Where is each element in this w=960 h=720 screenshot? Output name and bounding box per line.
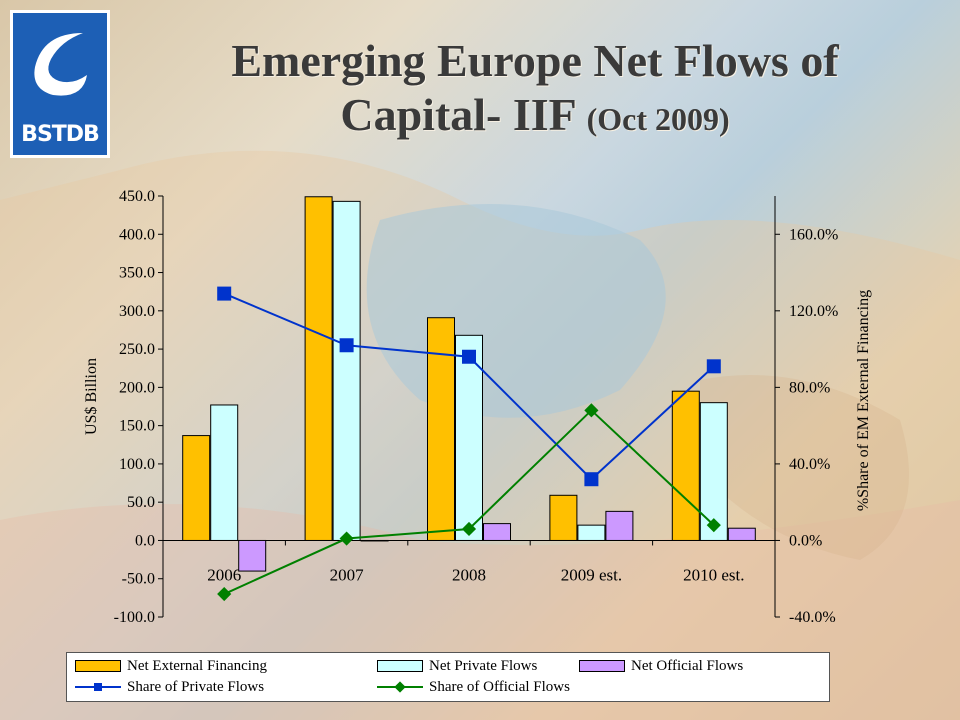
title-line-2: Capital- IIF	[340, 89, 576, 140]
legend-label-net-official: Net Official Flows	[631, 657, 744, 674]
y-tick-label-right: -40.0%	[789, 609, 836, 626]
legend-label-net-private: Net Private Flows	[429, 657, 538, 674]
y-tick-label-left: 200.0	[119, 379, 155, 396]
legend-swatch-net-official	[579, 660, 625, 672]
bar-net-private-flows	[577, 524, 606, 541]
y-tick-label-left: -100.0	[114, 609, 155, 626]
bar-net-external-financing	[427, 317, 455, 541]
y-tick-label-left: 350.0	[119, 265, 155, 282]
legend-item-share-private: Share of Private Flows	[75, 677, 264, 697]
legend-item-net-private: Net Private Flows	[377, 656, 537, 676]
y-tick-label-left: 50.0	[127, 494, 155, 511]
y-tick-label-left: 150.0	[119, 418, 155, 435]
legend-item-net-official: Net Official Flows	[579, 656, 743, 676]
bar-net-external-financing	[182, 435, 211, 541]
marker-share-of-official-flows	[706, 518, 721, 533]
wave-logo-icon	[34, 33, 87, 96]
y-tick-label-left: 450.0	[119, 188, 155, 205]
x-tick-label: 2009 est.	[561, 565, 622, 584]
bar-net-external-financing	[671, 390, 700, 541]
marker-share-of-official-flows	[461, 521, 477, 537]
marker-share-of-private-flows	[706, 359, 721, 374]
legend-swatch-share-official	[377, 681, 423, 693]
marker-share-of-private-flows	[217, 286, 232, 301]
y-tick-label-left: 0.0	[135, 532, 155, 549]
legend-item-net-external: Net External Financing	[75, 656, 267, 676]
legend-swatch-share-private	[75, 681, 121, 693]
y-tick-label-right: 0.0%	[789, 532, 822, 549]
y-axis-title-right: %Share of EM External Financing	[855, 290, 872, 511]
logo-text: BSTDB	[21, 122, 100, 147]
y-tick-label-right: 120.0%	[789, 303, 838, 320]
bar-net-official-flows	[360, 539, 389, 542]
x-tick-label: 2008	[452, 565, 486, 584]
y-axis-title-left: US$ Billion	[83, 358, 100, 435]
marker-share-of-official-flows	[339, 531, 354, 546]
y-tick-label-right: 40.0%	[789, 456, 830, 473]
y-tick-label-left: 300.0	[119, 303, 155, 320]
legend-swatch-net-external	[75, 660, 121, 672]
legend-label-net-external: Net External Financing	[127, 657, 267, 674]
bar-net-official-flows	[605, 510, 634, 541]
marker-share-of-official-flows	[584, 403, 599, 418]
marker-share-of-private-flows	[339, 338, 354, 353]
page-title: Emerging Europe Net Flows of Capital- II…	[130, 34, 940, 146]
y-tick-label-left: -50.0	[122, 571, 155, 588]
y-tick-label-left: 400.0	[119, 226, 155, 243]
legend-label-share-private: Share of Private Flows	[127, 678, 265, 695]
bar-net-official-flows	[483, 523, 511, 541]
legend-label-share-official: Share of Official Flows	[429, 678, 570, 695]
x-tick-label: 2007	[330, 565, 365, 584]
bar-net-external-financing	[304, 196, 333, 541]
y-tick-label-right: 160.0%	[789, 226, 838, 243]
marker-share-of-official-flows	[217, 586, 232, 602]
bar-net-official-flows	[238, 539, 267, 572]
marker-share-of-private-flows	[584, 472, 599, 487]
bar-net-external-financing	[549, 494, 578, 541]
x-tick-label: 2010 est.	[683, 565, 744, 584]
chart-legend: Net External Financing Net Private Flows…	[66, 652, 830, 702]
y-tick-label-right: 80.0%	[789, 379, 830, 396]
legend-swatch-net-private	[377, 660, 423, 672]
x-tick-label: 2006	[207, 565, 241, 584]
bar-net-private-flows	[332, 200, 361, 541]
title-date: (Oct 2009)	[586, 101, 730, 137]
title-line-1: Emerging Europe Net Flows of	[231, 35, 839, 86]
bstdb-logo: BSTDB	[10, 10, 110, 158]
y-tick-label-left: 250.0	[119, 341, 155, 358]
marker-share-of-private-flows	[462, 349, 476, 364]
bar-net-official-flows	[727, 527, 756, 541]
y-tick-label-left: 100.0	[119, 456, 155, 473]
legend-item-share-official: Share of Official Flows	[377, 677, 570, 697]
bar-net-private-flows	[455, 334, 483, 541]
bar-net-private-flows	[210, 404, 239, 541]
